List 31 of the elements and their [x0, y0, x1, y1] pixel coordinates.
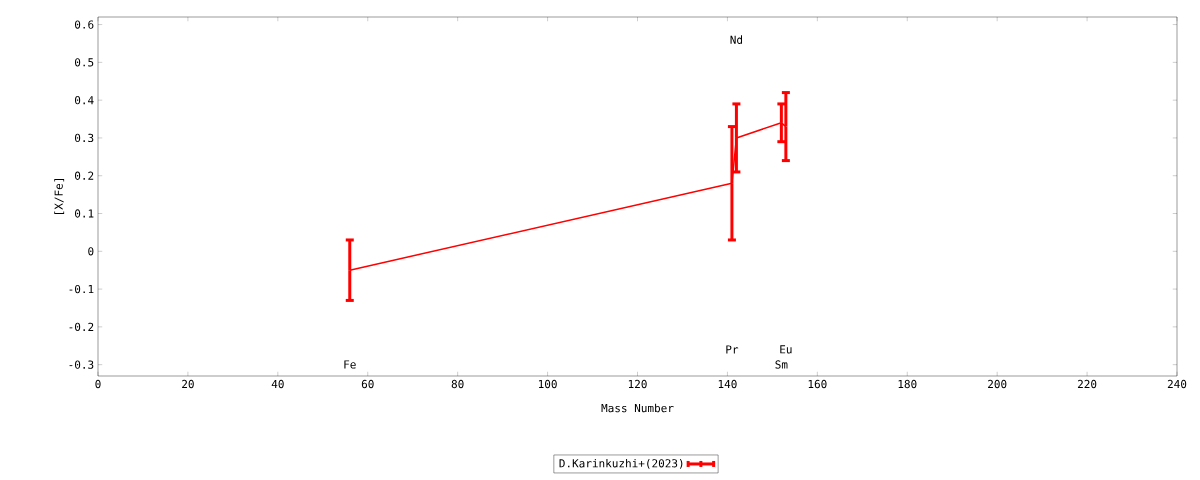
x-tick-label: 80: [451, 379, 464, 389]
annotation: Eu: [780, 345, 792, 354]
y-tick-label: -0.3: [69, 360, 94, 369]
x-tick-label: 140: [718, 379, 737, 389]
x-tick-label: 0: [95, 379, 101, 389]
y-tick-label: 0.3: [74, 133, 94, 143]
y-tick-label: 0.2: [74, 171, 94, 180]
annotation: Pr: [726, 345, 739, 354]
x-tick-label: 200: [988, 379, 1007, 389]
legend-label: D.Karinkuzhi+(2023): [559, 458, 683, 469]
x-tick-label: 60: [361, 379, 374, 389]
annotation: Fe: [344, 360, 356, 369]
y-tick-label: 0.1: [74, 209, 94, 218]
annotation: Sm: [775, 360, 788, 369]
annotation: Nd: [730, 35, 742, 44]
y-tick-label: -0.2: [69, 322, 94, 332]
x-tick-label: 180: [898, 379, 917, 389]
x-tick-label: 120: [628, 379, 647, 389]
y-tick-label: 0: [88, 247, 94, 256]
x-tick-label: 160: [808, 379, 827, 389]
y-axis-title: [X/Fe]: [54, 179, 65, 214]
x-tick-label: 20: [182, 379, 194, 389]
y-tick-label: 0.5: [74, 58, 94, 67]
y-tick-label: 0.4: [74, 95, 94, 105]
y-tick-label: 0.6: [74, 20, 94, 29]
x-tick-label: 100: [538, 379, 557, 389]
x-axis-title: Mass Number: [601, 403, 674, 413]
x-tick-label: 40: [271, 379, 284, 389]
x-tick-label: 220: [1077, 379, 1097, 389]
y-tick-label: -0.1: [69, 284, 94, 294]
x-tick-label: 240: [1167, 379, 1187, 389]
